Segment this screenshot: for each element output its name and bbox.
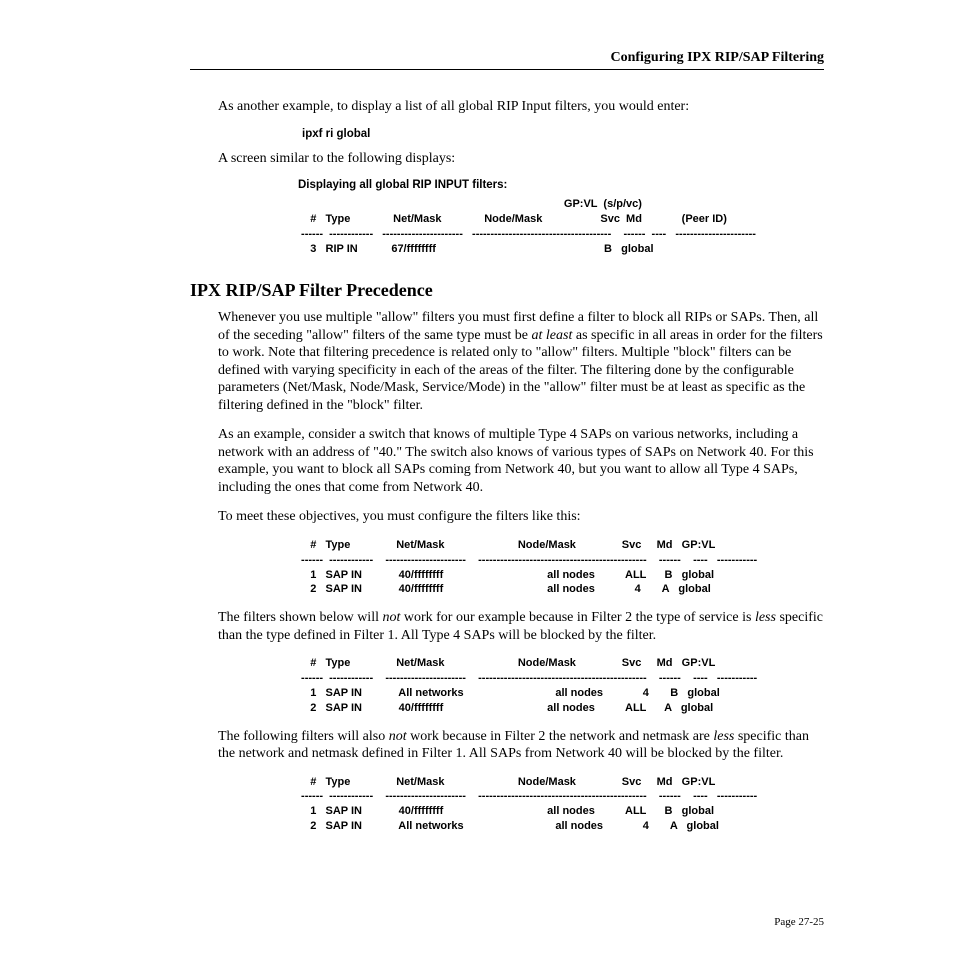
table2-header: # Type Net/Mask Node/Mask Svc Md GP:VL	[298, 539, 715, 551]
text-run: work because in Filter 2 the network and…	[407, 729, 714, 744]
paragraph-precedence-3: To meet these objectives, you must confi…	[218, 508, 824, 526]
table1-header: # Type Net/Mask Node/Mask Svc Md (Peer I…	[298, 213, 727, 225]
paragraph-intro-2: A screen similar to the following displa…	[218, 150, 824, 168]
table3-dashes: ------ ------------ --------------------…	[298, 672, 757, 684]
table3-row1: 1 SAP IN All networks all nodes 4 B glob…	[298, 687, 720, 699]
table2-row1: 1 SAP IN 40/ffffffff all nodes ALL B glo…	[298, 569, 714, 581]
text-run: The following filters will also	[218, 729, 389, 744]
running-header: Configuring IPX RIP/SAP Filtering	[190, 50, 824, 70]
table3-row2: 2 SAP IN 40/ffffffff all nodes ALL A glo…	[298, 702, 713, 714]
paragraph-mid-1: The filters shown below will not work fo…	[218, 609, 824, 644]
text-run: work for our example because in Filter 2…	[400, 610, 755, 625]
table2-row2: 2 SAP IN 40/ffffffff all nodes 4 A globa…	[298, 583, 711, 595]
italic-text: not	[389, 729, 407, 744]
table1-row1: 3 RIP IN 67/ffffffff B global	[298, 243, 654, 255]
table4-row1: 1 SAP IN 40/ffffffff all nodes ALL B glo…	[298, 805, 714, 817]
section-heading: IPX RIP/SAP Filter Precedence	[190, 280, 824, 301]
command-text: ipxf ri global	[302, 128, 824, 140]
italic-text: at least	[532, 328, 573, 343]
italic-text: less	[755, 610, 776, 625]
table2-dashes: ------ ------------ --------------------…	[298, 554, 757, 566]
filter-table-2: # Type Net/Mask Node/Mask Svc Md GP:VL -…	[298, 538, 824, 597]
page-number: Page 27-25	[774, 916, 824, 928]
table4-header: # Type Net/Mask Node/Mask Svc Md GP:VL	[298, 776, 715, 788]
document-page: Configuring IPX RIP/SAP Filtering As ano…	[0, 0, 954, 954]
paragraph-mid-2: The following filters will also not work…	[218, 728, 824, 763]
paragraph-intro-1: As another example, to display a list of…	[218, 98, 824, 116]
table1-dashes: ------ ------------ --------------------…	[298, 228, 756, 240]
paragraph-precedence-1: Whenever you use multiple "allow" filter…	[218, 309, 824, 414]
table3-header: # Type Net/Mask Node/Mask Svc Md GP:VL	[298, 657, 715, 669]
table1-caption: Displaying all global RIP INPUT filters:	[298, 179, 824, 191]
paragraph-precedence-2: As an example, consider a switch that kn…	[218, 426, 824, 496]
filter-table-1: GP:VL (s/p/vc) # Type Net/Mask Node/Mask…	[298, 197, 824, 256]
filter-table-4: # Type Net/Mask Node/Mask Svc Md GP:VL -…	[298, 775, 824, 834]
table4-dashes: ------ ------------ --------------------…	[298, 790, 757, 802]
table1-superheader: GP:VL (s/p/vc)	[298, 198, 642, 210]
italic-text: not	[382, 610, 400, 625]
italic-text: less	[713, 729, 734, 744]
text-run: The filters shown below will	[218, 610, 382, 625]
filter-table-3: # Type Net/Mask Node/Mask Svc Md GP:VL -…	[298, 656, 824, 715]
table4-row2: 2 SAP IN All networks all nodes 4 A glob…	[298, 820, 719, 832]
